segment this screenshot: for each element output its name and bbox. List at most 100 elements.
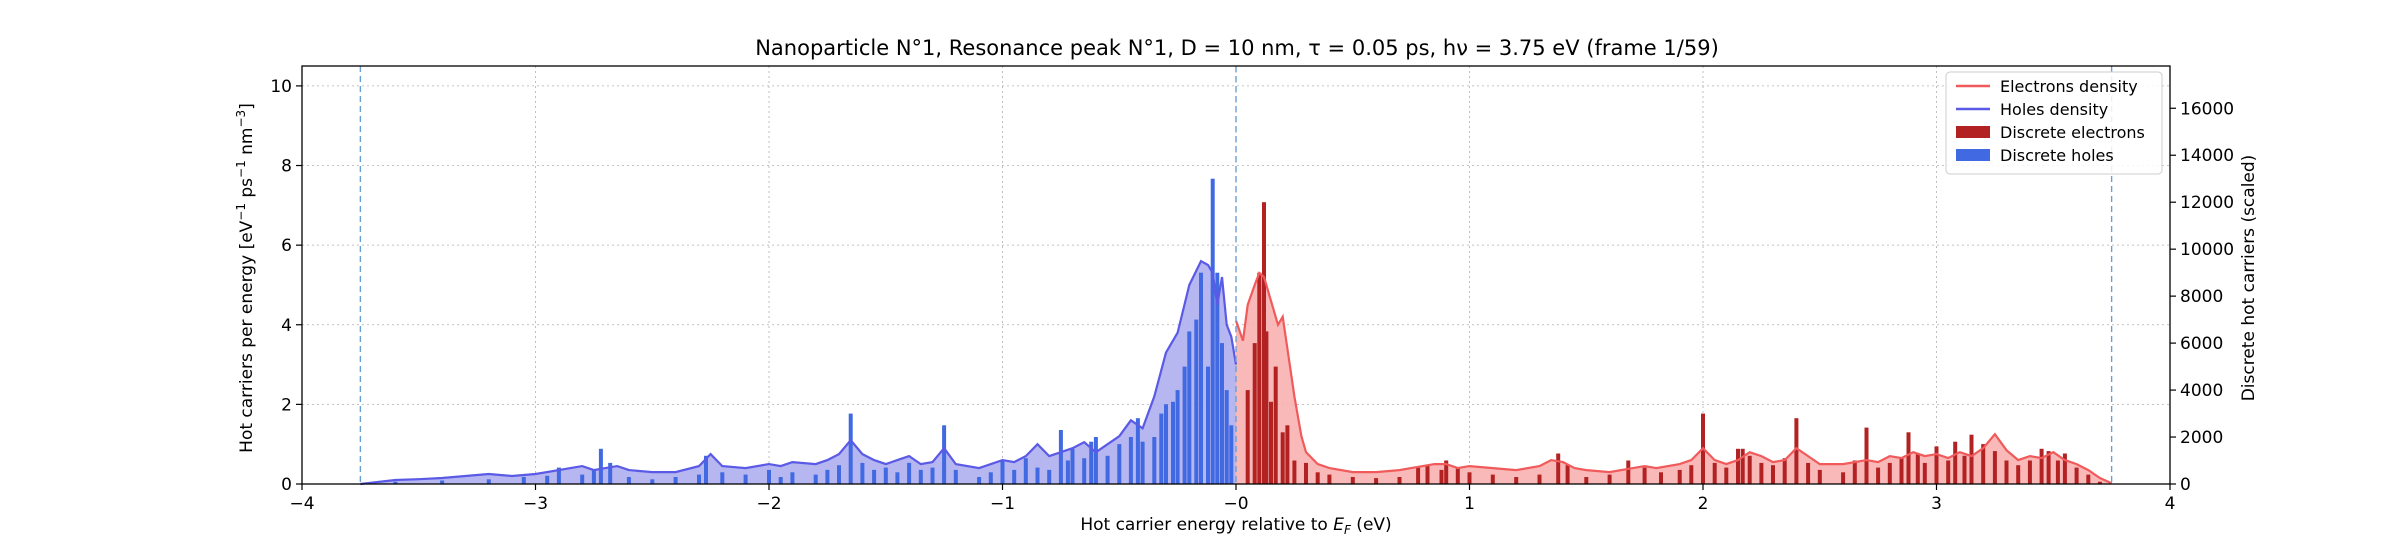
bar-1-31: [942, 425, 947, 484]
bar-0-32: [1677, 469, 1682, 484]
bar-0-35: [1712, 462, 1717, 484]
y2-tick-label-6: 12000: [2180, 193, 2234, 213]
y-tick-label-3: 6: [281, 236, 292, 256]
bar-0-40: [1759, 462, 1764, 484]
bar-1-41: [1065, 460, 1070, 484]
bar-0-18: [1439, 469, 1444, 484]
bar-0-63: [2016, 465, 2021, 484]
bar-0-19: [1444, 460, 1449, 484]
bar-1-5: [556, 467, 561, 484]
bar-1-38: [1035, 467, 1040, 484]
bar-0-39: [1747, 455, 1752, 484]
bar-1-7: [591, 469, 596, 484]
bar-0-26: [1565, 465, 1570, 484]
bar-0-25: [1556, 453, 1561, 484]
bar-0-45: [1817, 469, 1822, 484]
bar-1-9: [608, 462, 613, 484]
bar-0-21: [1467, 472, 1472, 484]
bar-1-4: [545, 475, 550, 484]
bar-1-44: [1089, 441, 1094, 484]
bar-1-37: [1023, 458, 1028, 484]
density-lines: [360, 259, 2113, 486]
bar-0-58: [1962, 455, 1967, 484]
bar-0-0: [1245, 390, 1250, 484]
x-tick-label-3: −1: [990, 494, 1015, 514]
bar-0-57: [1953, 441, 1958, 484]
bar-1-8: [598, 448, 603, 484]
bar-0-11: [1315, 472, 1320, 484]
bar-1-55: [1175, 390, 1180, 484]
bar-0-52: [1906, 432, 1911, 484]
bar-1-65: [1229, 425, 1234, 484]
bar-0-5: [1269, 401, 1273, 484]
bar-1-45: [1093, 437, 1098, 484]
bar-0-15: [1397, 477, 1402, 484]
bar-0-10: [1304, 462, 1308, 484]
y2-tick-label-2: 4000: [2180, 381, 2223, 401]
bar-1-36: [1012, 469, 1017, 484]
series-line-0: [1234, 271, 2113, 485]
bar-1-64: [1224, 390, 1229, 484]
bar-1-14: [704, 455, 708, 484]
bar-1-25: [872, 469, 877, 484]
x-tick-label-1: −3: [523, 494, 548, 514]
bar-0-71: [2097, 481, 2102, 484]
bar-1-6: [580, 474, 585, 484]
bar-1-30: [930, 467, 935, 484]
chart-title: Nanoparticle N°1, Resonance peak N°1, D …: [755, 36, 1719, 60]
bar-1-50: [1140, 441, 1145, 484]
y2-axis-label: Discrete hot carriers (scaled): [2239, 155, 2259, 402]
bar-1-11: [650, 479, 655, 484]
bar-1-35: [1000, 460, 1005, 484]
legend-box: [1945, 71, 2163, 175]
bar-1-34: [988, 472, 993, 484]
x-axis-ticks: −4 −3 −2 −1 −0 1 2 3 4: [289, 484, 2175, 514]
bar-1-13: [697, 474, 701, 484]
bar-1-29: [918, 469, 923, 484]
bar-0-43: [1794, 418, 1799, 484]
bar-0-62: [2004, 460, 2009, 484]
y-tick-label-5: 10: [270, 77, 292, 97]
bar-1-18: [778, 477, 783, 484]
bar-0-9: [1292, 460, 1297, 484]
bar-1-63: [1220, 343, 1224, 484]
bar-1-22: [837, 465, 841, 484]
y-tick-label-2: 4: [281, 316, 292, 336]
bar-0-42: [1782, 458, 1787, 484]
bar-0-69: [2074, 467, 2079, 484]
bar-0-12: [1327, 474, 1332, 484]
bar-0-20: [1455, 467, 1460, 484]
bar-1-59: [1199, 272, 1203, 484]
bar-0-46: [1841, 472, 1846, 484]
y2-tick-label-1: 2000: [2180, 428, 2223, 448]
x-tick-label-8: 4: [2165, 494, 2176, 514]
bar-1-42: [1070, 448, 1075, 484]
bar-1-56: [1182, 366, 1187, 484]
bar-0-44: [1806, 462, 1811, 484]
bar-1-47: [1117, 444, 1122, 484]
bar-0-27: [1584, 477, 1589, 484]
bar-1-52: [1159, 413, 1164, 484]
bar-0-1: [1252, 343, 1257, 484]
x-tick-label-6: 2: [1698, 494, 1709, 514]
series-line-1: [360, 259, 1238, 486]
y2-tick-label-0: 0: [2180, 475, 2191, 495]
bar-0-68: [2062, 453, 2067, 484]
legend-label-1: Holes density: [2000, 100, 2108, 119]
bar-0-50: [1887, 462, 1892, 484]
y2-axis-ticks: 0 2000 4000 6000 8000 10000 12000 14000 16000: [2170, 99, 2234, 495]
bar-1-19: [790, 472, 795, 484]
y2-tick-label-3: 6000: [2180, 334, 2223, 354]
bar-0-70: [2086, 474, 2091, 484]
bar-0-38: [1740, 448, 1745, 484]
bar-1-54: [1171, 401, 1175, 484]
legend-label-3: Discrete holes: [2000, 146, 2114, 165]
bar-1-2: [486, 479, 491, 484]
bar-1-17: [767, 469, 771, 484]
legend-label-2: Discrete electrons: [2000, 123, 2145, 142]
y2-tick-label-7: 14000: [2180, 146, 2234, 166]
x-tick-label-4: −0: [1223, 494, 1248, 514]
series-area-0: [1236, 273, 2112, 484]
bar-1-24: [860, 462, 865, 484]
